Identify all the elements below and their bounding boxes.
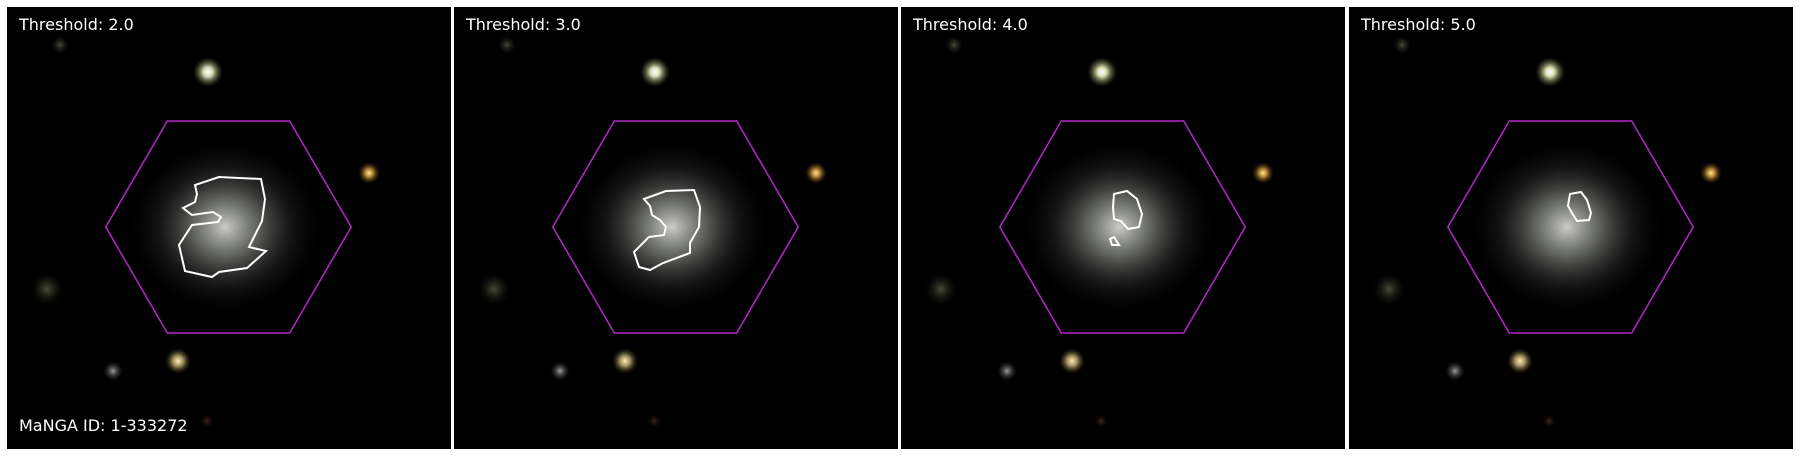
threshold-label: Threshold: 2.0 [19, 15, 134, 34]
contour [1566, 190, 1593, 223]
image-panel-1: Threshold: 2.0 MaNGA ID: 1-333272 [7, 7, 451, 449]
ifu-hexagon [998, 120, 1247, 334]
ifu-hexagon [551, 120, 800, 334]
threshold-label: Threshold: 3.0 [466, 15, 581, 34]
ifu-hexagon [104, 120, 353, 334]
sky-image [1373, 36, 1722, 428]
threshold-label: Threshold: 5.0 [1361, 15, 1476, 34]
contour [177, 175, 269, 279]
sky-field [1373, 36, 1722, 428]
image-panel-4: Threshold: 5.0 [1349, 7, 1793, 449]
sky-image [31, 36, 380, 428]
contour [632, 188, 702, 272]
ifu-hexagon [1446, 120, 1695, 334]
sky-image [478, 36, 827, 428]
sky-image [925, 36, 1274, 428]
contour-small [1108, 235, 1121, 246]
image-panel-2: Threshold: 3.0 [454, 7, 898, 449]
sky-field [925, 36, 1274, 428]
sky-field [31, 36, 380, 428]
threshold-label: Threshold: 4.0 [913, 15, 1028, 34]
image-panel-3: Threshold: 4.0 [901, 7, 1345, 449]
galaxy-id-label: MaNGA ID: 1-333272 [19, 416, 188, 435]
contour [1111, 189, 1144, 231]
sky-field [478, 36, 827, 428]
